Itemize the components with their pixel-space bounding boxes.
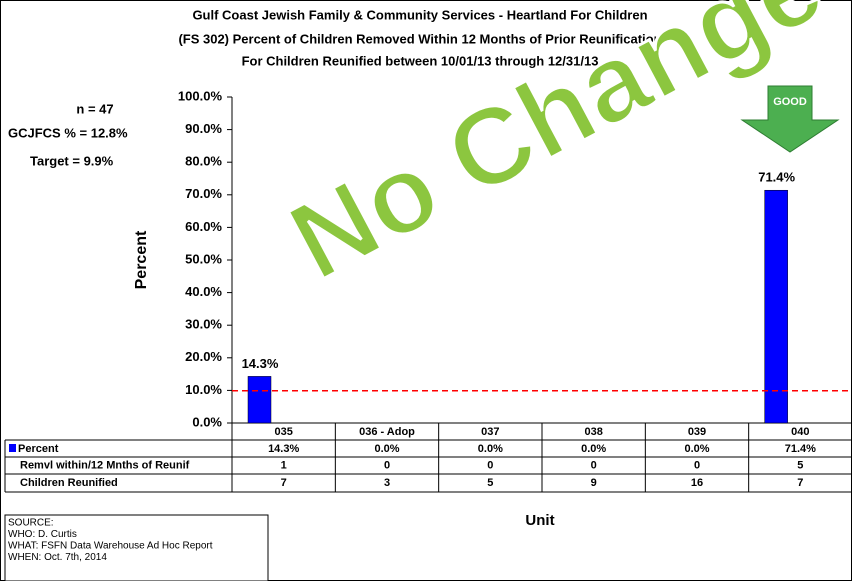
data-label: 14.3%	[242, 356, 279, 371]
title-line: Gulf Coast Jewish Family & Community Ser…	[192, 7, 647, 22]
title-line: (FS 302) Percent of Children Removed Wit…	[178, 31, 661, 46]
data-label: 71.4%	[758, 170, 795, 185]
table-cell: 0.0%	[581, 443, 606, 455]
table-cell: 0.0%	[684, 443, 709, 455]
source-line: SOURCE:	[8, 518, 54, 529]
table-cell: 0.0%	[478, 443, 503, 455]
table-cell: 0	[591, 459, 597, 471]
title-line: For Children Reunified between 10/01/13 …	[242, 53, 599, 68]
plot: 0.0%10.0%20.0%30.0%40.0%50.0%60.0%70.0%8…	[4, 88, 852, 493]
y-tick-label: 100.0%	[178, 88, 223, 103]
table-cell: 7	[281, 477, 287, 489]
table-cell: 14.3%	[268, 443, 299, 455]
y-tick-label: 50.0%	[185, 251, 222, 266]
good-arrow	[740, 85, 840, 153]
y-tick-label: 40.0%	[185, 284, 222, 299]
table-cell: 0	[487, 459, 493, 471]
x-tick-label: 038	[584, 426, 602, 438]
source-line: WHO: D. Curtis	[8, 529, 77, 540]
table-row-label: Children Reunified	[20, 477, 118, 489]
y-tick-label: 60.0%	[185, 219, 222, 234]
table-cell: 5	[797, 459, 803, 471]
table-cell: 5	[487, 477, 493, 489]
good-label: GOOD	[773, 96, 807, 108]
table-cell: 0.0%	[374, 443, 399, 455]
source-line: WHAT: FSFN Data Warehouse Ad Hoc Report	[8, 541, 213, 552]
annotation-gcjfcs: GCJFCS % = 12.8%	[8, 125, 128, 140]
legend-swatch	[9, 444, 16, 452]
y-tick-label: 80.0%	[185, 154, 222, 169]
x-tick-label: 037	[481, 426, 499, 438]
legend-label: Percent	[18, 443, 59, 455]
bar	[247, 376, 272, 424]
annotation-target: Target = 9.9%	[30, 153, 114, 168]
bar	[764, 189, 788, 424]
annotation-n: n = 47	[76, 101, 113, 116]
source-line: WHEN: Oct. 7th, 2014	[8, 552, 107, 563]
y-axis-label: Percent	[133, 230, 150, 289]
y-tick-label: 0.0%	[192, 414, 222, 429]
x-tick-label: 035	[274, 426, 292, 438]
source-box	[4, 514, 269, 581]
y-tick-label: 30.0%	[185, 317, 222, 332]
table-cell: 3	[384, 477, 390, 489]
table-cell: 16	[691, 477, 703, 489]
x-tick-label: 039	[688, 426, 706, 438]
x-tick-label: 036 - Adop	[359, 426, 415, 438]
table-row-label: Remvl within/12 Mnths of Reunif	[20, 459, 190, 471]
table-cell: 7	[797, 477, 803, 489]
table-cell: 0	[384, 459, 390, 471]
x-tick-label: 040	[791, 426, 809, 438]
x-axis-label: Unit	[525, 512, 554, 529]
y-tick-label: 10.0%	[185, 382, 222, 397]
table-cell: 0	[694, 459, 700, 471]
table-cell: 9	[591, 477, 597, 489]
table-cell: 71.4%	[785, 443, 816, 455]
y-tick-label: 20.0%	[185, 349, 222, 364]
y-tick-label: 70.0%	[185, 186, 222, 201]
table-cell: 1	[281, 459, 287, 471]
y-tick-label: 90.0%	[185, 121, 222, 136]
